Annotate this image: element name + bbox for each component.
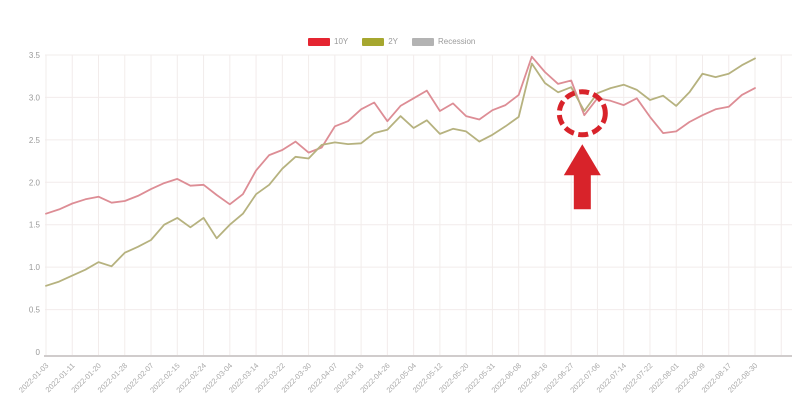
y-tick-label: 0 bbox=[36, 348, 41, 357]
y-tick-label: 1.5 bbox=[29, 221, 41, 230]
legend-item-2y[interactable]: 2Y bbox=[362, 38, 398, 46]
legend-item-recession[interactable]: Recession bbox=[412, 38, 475, 46]
legend-label-10y: 10Y bbox=[334, 37, 349, 46]
legend-item-10y[interactable]: 10Y bbox=[308, 38, 348, 46]
legend-label-recession: Recession bbox=[438, 37, 476, 46]
y-tick-label: 2.0 bbox=[29, 178, 41, 187]
chart-legend: 10Y 2Y Recession bbox=[308, 38, 475, 46]
y-tick-label: 2.5 bbox=[29, 136, 41, 145]
legend-label-2y: 2Y bbox=[388, 37, 399, 46]
y-tick-label: 3.5 bbox=[29, 51, 41, 60]
y-tick-label: 1.0 bbox=[29, 263, 41, 272]
up-arrow-annotation bbox=[563, 144, 601, 210]
series-line-10y bbox=[45, 55, 756, 215]
legend-swatch-recession-icon bbox=[412, 38, 435, 46]
legend-swatch-2y-icon bbox=[362, 38, 385, 46]
grid bbox=[45, 54, 792, 356]
series-line-2y bbox=[45, 57, 756, 287]
y-tick-label: 0.5 bbox=[29, 306, 41, 315]
y-tick-label: 3.0 bbox=[29, 93, 41, 102]
legend-swatch-10y-icon bbox=[308, 38, 330, 46]
highlight-circle-annotation bbox=[556, 89, 608, 138]
